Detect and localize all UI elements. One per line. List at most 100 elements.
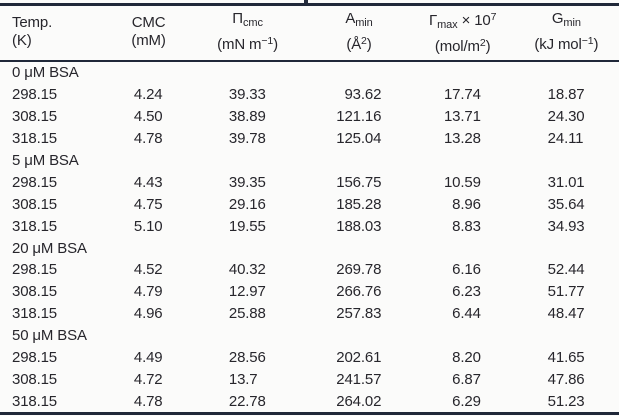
value-cell-cmc: 4.78 xyxy=(133,130,163,148)
value-cell-gamma-max: 6.44 xyxy=(452,305,481,323)
value-cell-cmc: 4.78 xyxy=(133,392,163,410)
value-cell-pi-cmc: 12.97 xyxy=(228,283,266,301)
value-cell-gamma-max: 6.29 xyxy=(452,392,481,410)
temperature-cell: 308.15 xyxy=(12,108,57,126)
value-cell-a-min: 185.28 xyxy=(336,195,382,213)
group-header-row: 20 μM BSA xyxy=(0,237,619,259)
value-cell-pi-cmc: 29.16 xyxy=(228,195,266,213)
thermodynamic-parameters-table: Temp. (K) CMC (mM) Πcmc (mN m−1) Amin (Å2) Γmax … xyxy=(0,3,619,416)
data-row: 308.15 4.72 13.7 241.57 6.87 47.86 xyxy=(0,368,619,390)
column-header-pi-cmc: Πcmc (mN m−1) xyxy=(189,5,307,62)
column-header-g-min: Gmin (kJ mol−1) xyxy=(514,5,619,62)
value-cell-cmc: 4.43 xyxy=(133,173,163,191)
group-title: 5 μM BSA xyxy=(12,152,79,169)
data-row: 298.15 4.49 28.56 202.61 8.20 41.65 xyxy=(0,347,619,369)
value-cell-g-min: 31.01 xyxy=(547,173,585,191)
temperature-cell: 308.15 xyxy=(12,283,57,301)
value-cell-cmc: 4.52 xyxy=(133,261,163,279)
value-cell-a-min: 202.61 xyxy=(336,349,382,367)
value-cell-g-min: 24.30 xyxy=(547,108,585,126)
data-row: 298.15 4.24 39.33 93.62 17.74 18.87 xyxy=(0,84,619,106)
value-cell-g-min: 47.86 xyxy=(547,370,585,388)
temperature-cell: 318.15 xyxy=(12,392,57,410)
column-unit: (K) xyxy=(12,32,32,49)
data-row: 308.15 4.79 12.97 266.76 6.23 51.77 xyxy=(0,281,619,303)
group-header-row: 50 μM BSA xyxy=(0,325,619,347)
temperature-cell: 318.15 xyxy=(12,217,57,235)
value-cell-pi-cmc: 25.88 xyxy=(228,305,266,323)
table-header: Temp. (K) CMC (mM) Πcmc (mN m−1) Amin (Å2) Γmax … xyxy=(0,5,619,62)
value-cell-g-min: 52.44 xyxy=(547,261,585,279)
value-cell-a-min: 156.75 xyxy=(336,173,382,191)
value-cell-cmc: 4.49 xyxy=(133,349,163,367)
value-cell-g-min: 51.23 xyxy=(547,392,585,410)
value-cell-a-min: 266.76 xyxy=(336,283,382,301)
value-cell-a-min: 264.02 xyxy=(336,392,382,410)
column-symbol: Amin xyxy=(345,10,373,29)
column-symbol: Πcmc xyxy=(232,10,263,29)
column-header-temp: Temp. (K) xyxy=(0,5,108,62)
table-body: 0 μM BSA 298.15 4.24 39.33 93.62 17.74 18.87 30… xyxy=(0,61,619,414)
column-symbol: Γmax × 107 xyxy=(428,11,497,31)
value-cell-a-min: 121.16 xyxy=(336,108,382,126)
cropped-caption-artifact xyxy=(304,0,308,3)
value-cell-gamma-max: 13.71 xyxy=(443,108,481,126)
data-row: 298.15 4.43 39.35 156.75 10.59 31.01 xyxy=(0,171,619,193)
data-row: 298.15 4.52 40.32 269.78 6.16 52.44 xyxy=(0,259,619,281)
data-row: 318.15 4.96 25.88 257.83 6.44 48.47 xyxy=(0,303,619,325)
value-cell-pi-cmc: 28.56 xyxy=(228,349,266,367)
column-symbol: Temp. xyxy=(12,14,53,31)
group-header-row: 5 μM BSA xyxy=(0,150,619,172)
value-cell-g-min: 51.77 xyxy=(547,283,585,301)
value-cell-g-min: 34.93 xyxy=(547,217,585,235)
data-row: 318.15 4.78 39.78 125.04 13.28 24.11 xyxy=(0,128,619,150)
value-cell-gamma-max: 10.59 xyxy=(443,173,481,191)
value-cell-g-min: 35.64 xyxy=(547,195,585,213)
column-unit: (Å2) xyxy=(346,35,372,53)
value-cell-cmc: 4.72 xyxy=(133,370,163,388)
value-cell-cmc: 4.96 xyxy=(133,305,163,323)
value-cell-gamma-max: 8.96 xyxy=(452,195,481,213)
temperature-cell: 308.15 xyxy=(12,370,57,388)
value-cell-g-min: 48.47 xyxy=(547,305,585,323)
value-cell-a-min: 241.57 xyxy=(336,370,382,388)
value-cell-pi-cmc: 22.78 xyxy=(228,392,266,410)
value-cell-a-min: 188.03 xyxy=(336,217,382,235)
value-cell-pi-cmc: 13.7 xyxy=(228,370,258,388)
value-cell-cmc: 4.50 xyxy=(133,108,163,126)
value-cell-a-min: 93.62 xyxy=(344,86,382,104)
value-cell-a-min: 125.04 xyxy=(336,130,382,148)
column-header-gamma-max: Γmax × 107 (mol/m2) xyxy=(412,5,514,62)
column-symbol: Gmin xyxy=(551,10,581,29)
value-cell-cmc: 5.10 xyxy=(133,217,163,235)
value-cell-cmc: 4.24 xyxy=(133,86,163,104)
value-cell-a-min: 257.83 xyxy=(336,305,382,323)
group-title: 0 μM BSA xyxy=(12,64,79,82)
data-row: 318.15 4.78 22.78 264.02 6.29 51.23 xyxy=(0,390,619,413)
temperature-cell: 318.15 xyxy=(12,130,57,148)
value-cell-gamma-max: 6.16 xyxy=(452,261,481,279)
column-symbol: CMC xyxy=(131,14,166,31)
value-cell-gamma-max: 6.87 xyxy=(452,370,481,388)
temperature-cell: 298.15 xyxy=(12,86,57,104)
value-cell-g-min: 41.65 xyxy=(547,349,585,367)
value-cell-pi-cmc: 39.35 xyxy=(228,173,266,191)
value-cell-gamma-max: 6.23 xyxy=(452,283,481,301)
value-cell-pi-cmc: 39.33 xyxy=(228,86,266,104)
data-row: 318.15 5.10 19.55 188.03 8.83 34.93 xyxy=(0,215,619,237)
value-cell-pi-cmc: 38.89 xyxy=(228,108,266,126)
value-cell-pi-cmc: 40.32 xyxy=(228,261,266,279)
data-row: 308.15 4.75 29.16 185.28 8.96 35.64 xyxy=(0,193,619,215)
value-cell-cmc: 4.75 xyxy=(133,195,163,213)
data-row: 308.15 4.50 38.89 121.16 13.71 24.30 xyxy=(0,106,619,128)
group-header-row: 0 μM BSA xyxy=(0,61,619,84)
column-unit: (kJ mol−1) xyxy=(534,35,599,53)
temperature-cell: 318.15 xyxy=(12,305,57,323)
value-cell-pi-cmc: 19.55 xyxy=(228,217,266,235)
column-unit: (mol/m2) xyxy=(434,37,491,55)
value-cell-pi-cmc: 39.78 xyxy=(228,130,266,148)
temperature-cell: 308.15 xyxy=(12,195,57,213)
group-title: 20 μM BSA xyxy=(12,239,87,257)
temperature-cell: 298.15 xyxy=(12,349,57,367)
